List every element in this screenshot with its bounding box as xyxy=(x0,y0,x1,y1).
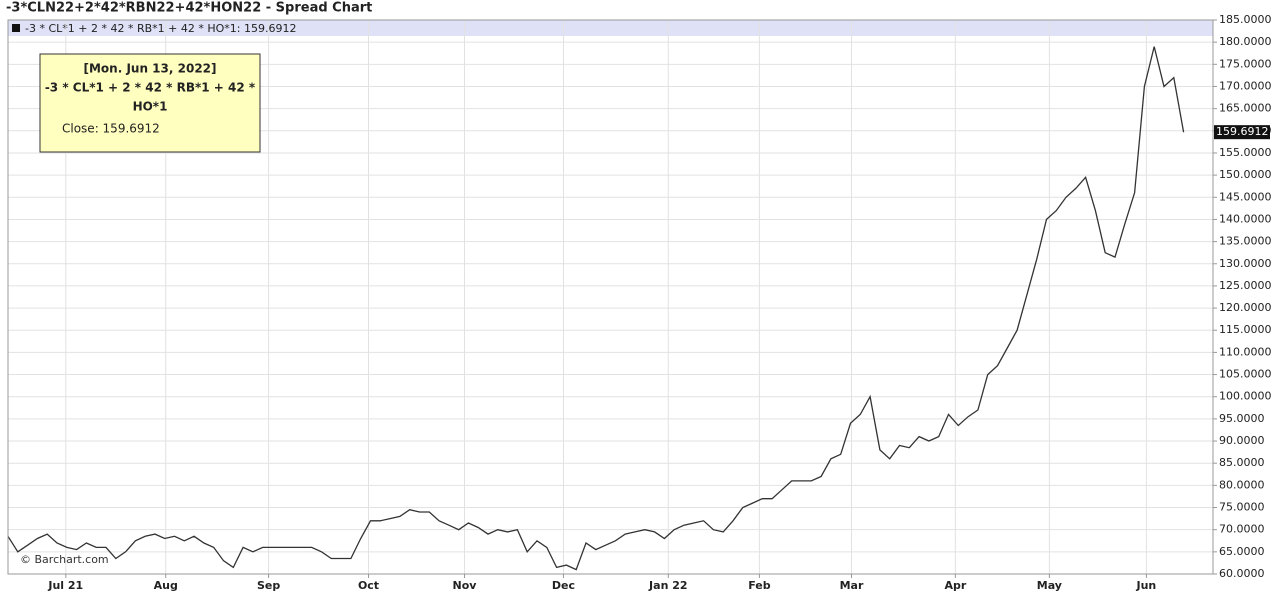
y-tick-label: 180.0000 xyxy=(1219,35,1272,48)
x-tick-label: Mar xyxy=(840,579,864,592)
marks xyxy=(7,46,1185,571)
legend-text: -3 * CL*1 + 2 * 42 * RB*1 + 42 * HO*1: 1… xyxy=(25,22,296,35)
x-tick-label: Jun xyxy=(1135,579,1156,592)
y-tick-label: 65.0000 xyxy=(1219,545,1265,558)
y-tick-label: 125.0000 xyxy=(1219,279,1272,292)
y-tick-label: 85.0000 xyxy=(1219,456,1265,469)
x-tick-label: Oct xyxy=(358,579,379,592)
x-tick-label: May xyxy=(1037,579,1062,592)
y-tick-label: 95.0000 xyxy=(1219,412,1265,425)
x-tick-label: Apr xyxy=(944,579,966,592)
y-tick-label: 130.0000 xyxy=(1219,257,1272,270)
tooltip-line: HO*1 xyxy=(133,100,168,114)
y-tick-label: 115.0000 xyxy=(1219,323,1272,336)
last-value-label: 159.6912 xyxy=(1216,125,1269,138)
y-tick-label: 100.0000 xyxy=(1219,390,1272,403)
chart-title: -3*CLN22+2*42*RBN22+42*HON22 - Spread Ch… xyxy=(6,1,372,16)
y-tick-label: 80.0000 xyxy=(1219,478,1265,491)
y-tick-label: 60.0000 xyxy=(1219,567,1265,580)
y-tick-label: 175.0000 xyxy=(1219,57,1272,70)
x-tick-label: Dec xyxy=(552,579,575,592)
legend-band xyxy=(8,20,1213,36)
y-tick-label: 170.0000 xyxy=(1219,79,1272,92)
y-tick-label: 120.0000 xyxy=(1219,301,1272,314)
y-tick-label: 90.0000 xyxy=(1219,434,1265,447)
line xyxy=(7,46,1185,571)
y-tick-label: 165.0000 xyxy=(1219,102,1272,115)
tooltip-line: -3 * CL*1 + 2 * 42 * RB*1 + 42 * xyxy=(45,81,256,95)
last-value-badge xyxy=(1214,125,1270,140)
x-tick-label: Sep xyxy=(257,579,280,592)
x-tick-label: Feb xyxy=(748,579,771,592)
y-tick-label: 135.0000 xyxy=(1219,235,1272,248)
y-tick-label: 155.0000 xyxy=(1219,146,1272,159)
plot-frame xyxy=(7,19,1214,575)
x-tick-label: Jul 21 xyxy=(47,579,83,592)
y-tick-label: 75.0000 xyxy=(1219,501,1265,514)
y-tick-label: 140.0000 xyxy=(1219,212,1272,225)
y-tick-label: 185.0000 xyxy=(1219,13,1272,26)
tooltip-box xyxy=(39,53,261,153)
x-tick-label: Nov xyxy=(453,579,478,592)
y-tick-label: 145.0000 xyxy=(1219,190,1272,203)
x-tick-label: Jan 22 xyxy=(648,579,687,592)
legend-swatch xyxy=(12,24,20,32)
tooltip-date: [Mon. Jun 13, 2022] xyxy=(84,62,217,76)
y-tick-label: 105.0000 xyxy=(1219,368,1272,381)
watermark: © Barchart.com xyxy=(20,553,109,566)
y-tick-label: 150.0000 xyxy=(1219,168,1272,181)
tooltip-close: Close: 159.6912 xyxy=(62,122,160,136)
y-tick-label: 110.0000 xyxy=(1219,345,1272,358)
x-tick-label: Aug xyxy=(154,579,178,592)
y-tick-label: 70.0000 xyxy=(1219,523,1265,536)
